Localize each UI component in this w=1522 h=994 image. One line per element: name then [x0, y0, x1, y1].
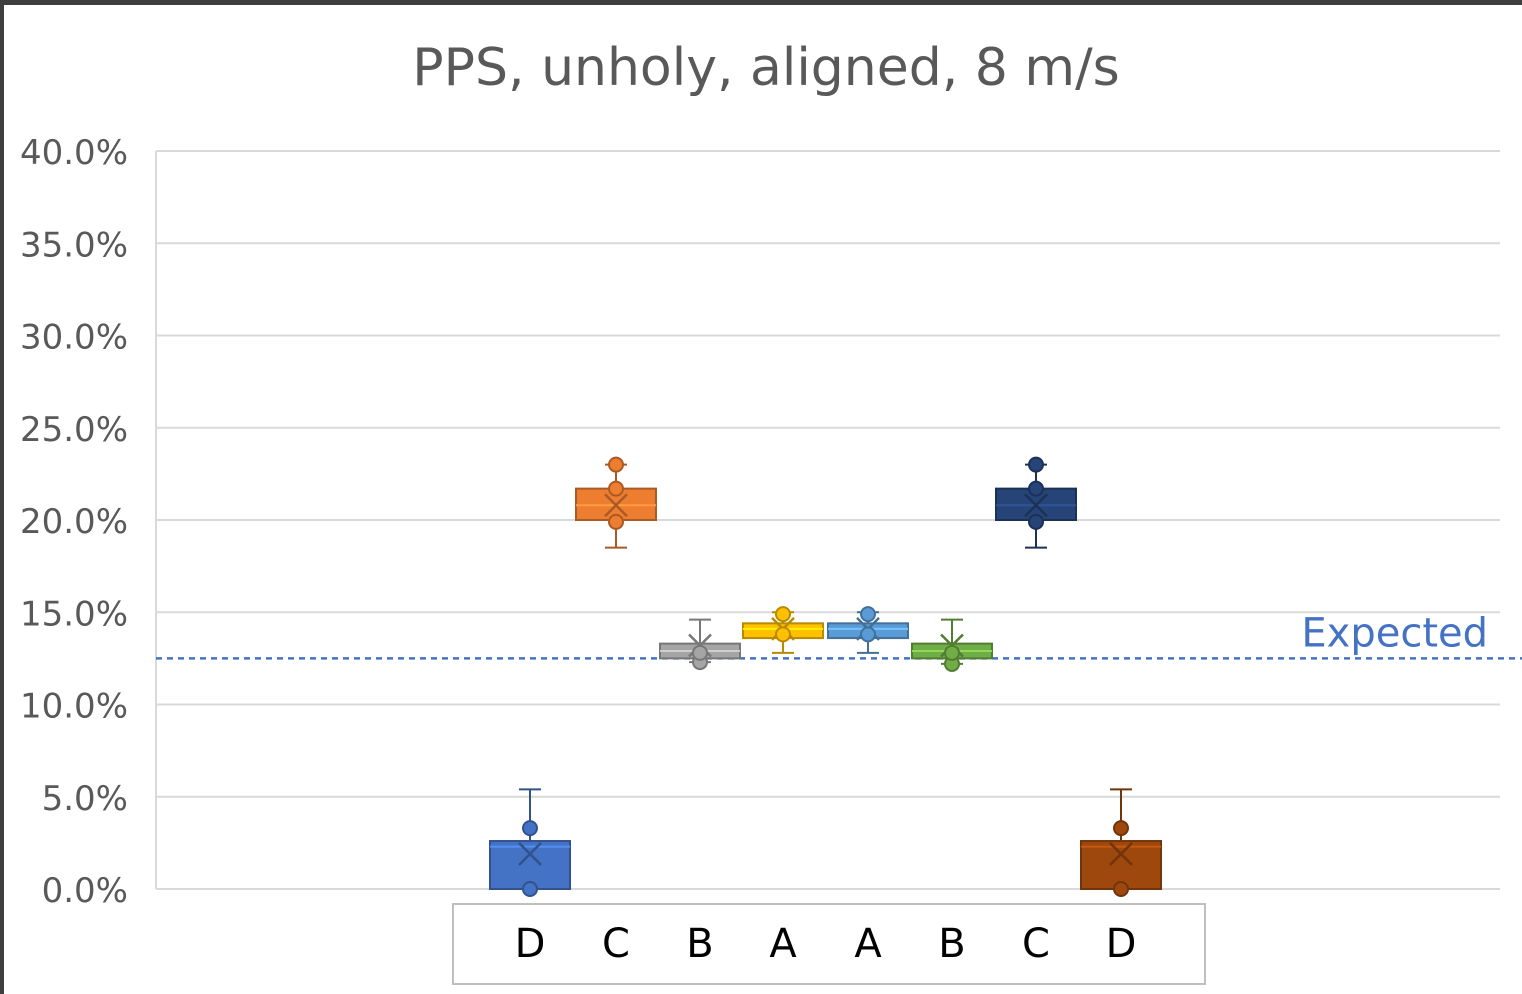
data-point: [1028, 456, 1044, 473]
data-point: [860, 626, 876, 643]
data-point: [522, 820, 538, 837]
y-tick-label: 20.0%: [20, 502, 128, 542]
y-tick-label: 5.0%: [42, 779, 128, 819]
data-point: [1113, 820, 1129, 837]
box-plot-b-5: [911, 618, 993, 672]
data-point: [944, 644, 960, 661]
y-tick-label: 25.0%: [20, 410, 128, 450]
category-label: A: [769, 921, 797, 967]
data-point: [692, 644, 708, 661]
box-plot-b-2: [659, 618, 741, 671]
category-axis-box: [452, 903, 1206, 985]
category-label: B: [686, 921, 714, 967]
category-label: C: [602, 921, 630, 967]
y-tick-label: 10.0%: [20, 687, 128, 727]
data-point: [1028, 480, 1044, 497]
mean-marker: [604, 493, 628, 518]
mean-marker: [1109, 842, 1133, 866]
mean-marker: [1024, 493, 1048, 518]
y-tick-label: 30.0%: [20, 318, 128, 358]
data-point: [775, 626, 791, 643]
box-plot-a-4: [827, 606, 909, 654]
y-tick-label: 40.0%: [20, 133, 128, 173]
box-plot-c-6: [995, 456, 1077, 549]
y-tick-label: 0.0%: [42, 871, 128, 911]
box-plot-d-7: [1080, 788, 1162, 897]
data-point: [775, 606, 791, 623]
category-label: B: [938, 921, 966, 967]
data-point: [608, 480, 624, 497]
category-label: A: [854, 921, 882, 967]
category-label: D: [514, 921, 546, 967]
data-point: [608, 513, 624, 530]
box-plot-a-3: [742, 606, 824, 654]
data-point: [1028, 513, 1044, 530]
box-plot-c-1: [575, 456, 657, 549]
y-tick-label: 35.0%: [20, 225, 128, 265]
data-point: [1113, 881, 1129, 897]
data-point: [608, 456, 624, 473]
y-tick-label: 15.0%: [20, 594, 128, 634]
chart-title: PPS, unholy, aligned, 8 m/s: [412, 38, 1120, 98]
box-plot-d-0: [489, 788, 571, 897]
data-point: [522, 881, 538, 897]
data-point: [860, 606, 876, 623]
expected-label: Expected: [1301, 610, 1488, 656]
mean-marker: [518, 842, 542, 866]
category-label: C: [1022, 921, 1050, 967]
category-label: D: [1105, 921, 1137, 967]
